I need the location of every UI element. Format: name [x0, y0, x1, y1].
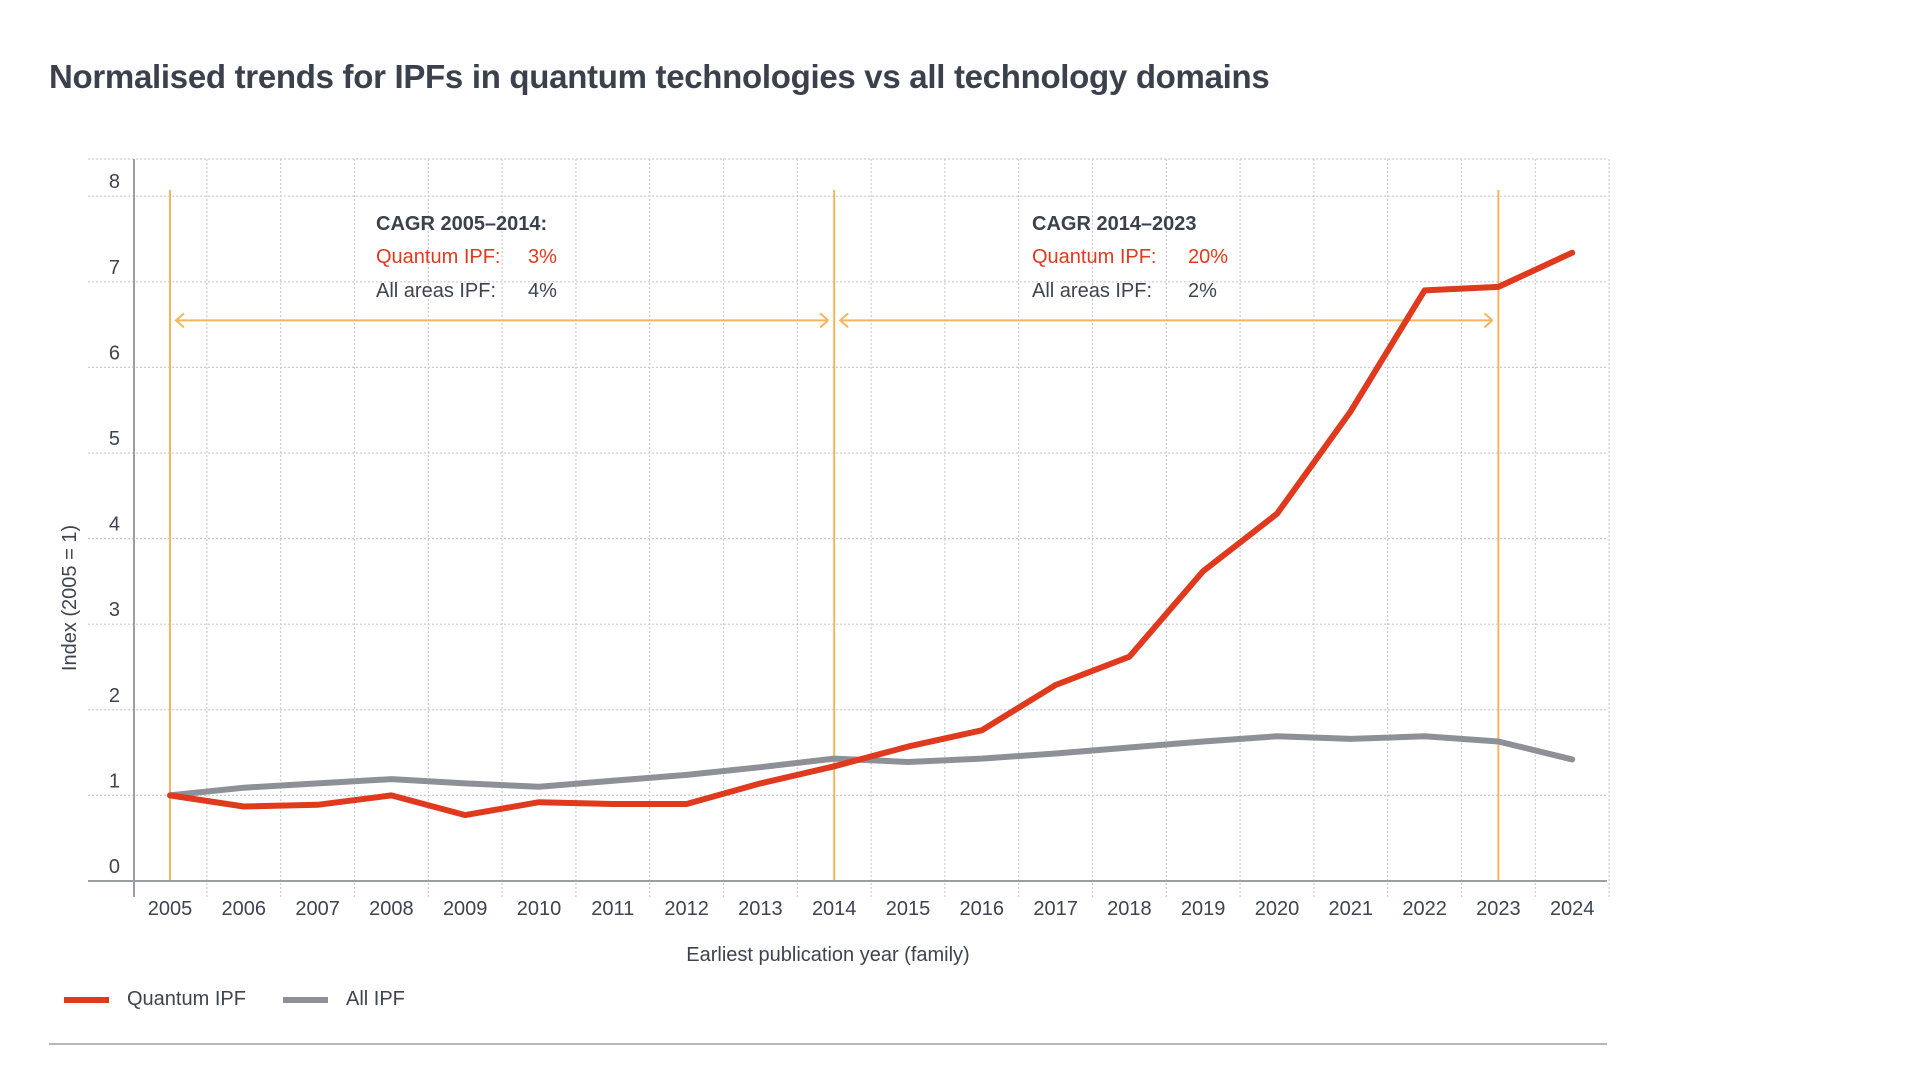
- legend-item-quantum: Quantum IPF: [64, 988, 246, 1011]
- y-tick-label: 7: [109, 257, 120, 279]
- x-tick-label: 2009: [443, 898, 488, 920]
- legend-swatch-all: [283, 997, 328, 1003]
- x-axis-label: Earliest publication year (family): [686, 944, 969, 966]
- cagr-annotations: CAGR 2005–2014: Quantum IPF: 3% All areas I…: [376, 213, 1228, 302]
- y-tick-label: 5: [109, 428, 120, 450]
- y-tick-label: 1: [109, 770, 120, 792]
- x-tick-label: 2016: [960, 898, 1005, 920]
- legend-swatch-quantum: [64, 997, 109, 1003]
- cagr-all-value: 4%: [528, 280, 557, 302]
- cagr-all-label: All areas IPF:: [376, 280, 496, 302]
- x-tick-label: 2010: [517, 898, 562, 920]
- x-tick-label: 2006: [222, 898, 267, 920]
- cagr-quantum-label: Quantum IPF:: [1032, 246, 1157, 268]
- x-tick-label: 2021: [1329, 898, 1374, 920]
- y-tick-label: 3: [109, 599, 120, 621]
- series-line-quantum: [170, 253, 1572, 815]
- x-tick-label: 2005: [148, 898, 193, 920]
- x-tick-label: 2019: [1181, 898, 1226, 920]
- x-tick-label: 2007: [295, 898, 340, 920]
- x-tick-label: 2015: [886, 898, 931, 920]
- cagr-quantum-value: 3%: [528, 246, 557, 268]
- legend-label-quantum: Quantum IPF: [127, 988, 246, 1011]
- y-tick-label: 8: [109, 171, 120, 193]
- series-line-all: [170, 736, 1572, 795]
- bottom-divider: [49, 1043, 1607, 1045]
- cagr-heading: CAGR 2014–2023: [1032, 213, 1197, 235]
- cagr-all-label: All areas IPF:: [1032, 280, 1152, 302]
- cagr-all-value: 2%: [1188, 280, 1217, 302]
- x-tick-label: 2018: [1107, 898, 1152, 920]
- x-tick-label: 2022: [1402, 898, 1447, 920]
- x-tick-label: 2024: [1550, 898, 1595, 920]
- y-tick-label: 6: [109, 342, 120, 364]
- x-tick-label: 2012: [664, 898, 709, 920]
- legend-label-all: All IPF: [346, 988, 405, 1011]
- x-tick-label: 2011: [591, 898, 634, 920]
- x-tick-label: 2013: [738, 898, 783, 920]
- cagr-heading: CAGR 2005–2014:: [376, 213, 547, 235]
- y-axis-label: Index (2005 = 1): [59, 525, 81, 671]
- x-tick-label: 2008: [369, 898, 414, 920]
- cagr-quantum-value: 20%: [1188, 246, 1228, 268]
- period-markers: [170, 190, 1498, 881]
- y-tick-label: 2: [109, 685, 120, 707]
- y-tick-label: 4: [109, 514, 120, 536]
- x-tick-label: 2020: [1255, 898, 1300, 920]
- x-tick-label: 2017: [1033, 898, 1078, 920]
- y-tick-label: 0: [109, 856, 120, 878]
- x-tick-label: 2023: [1476, 898, 1521, 920]
- x-tick-label: 2014: [812, 898, 857, 920]
- cagr-quantum-label: Quantum IPF:: [376, 246, 501, 268]
- legend-item-all: All IPF: [283, 988, 405, 1011]
